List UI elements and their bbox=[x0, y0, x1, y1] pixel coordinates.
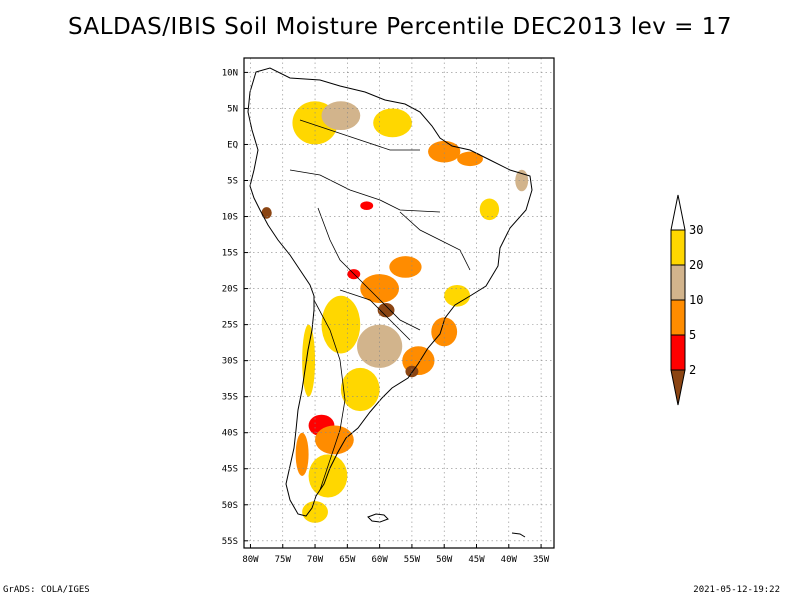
lon-label-60W: 60W bbox=[371, 555, 388, 565]
footer-timestamp: 2021-05-12-19:22 bbox=[693, 585, 780, 595]
colorbar-label-30: 30 bbox=[689, 223, 703, 237]
colorbar-top-triangle bbox=[670, 194, 686, 231]
longitude-labels: 80W 75W 70W 65W 60W 55W 50W 45W 40W 35W bbox=[242, 555, 549, 565]
lon-label-40W: 40W bbox=[501, 555, 518, 565]
lon-label-70W: 70W bbox=[307, 555, 324, 565]
lon-label-80W: 80W bbox=[242, 555, 259, 565]
lat-label-50S: 50S bbox=[222, 501, 238, 511]
lat-label-40S: 40S bbox=[222, 429, 238, 439]
region-venezuela-tan bbox=[321, 101, 361, 131]
colorbar-segment-tan bbox=[670, 264, 686, 301]
region-patagonia-orange bbox=[315, 425, 354, 455]
lat-label-5S: 5S bbox=[227, 177, 238, 187]
falkland-islands bbox=[367, 513, 389, 523]
colorbar-label-2: 2 bbox=[689, 363, 696, 377]
map-frame bbox=[243, 57, 555, 549]
lat-label-5N: 5N bbox=[227, 104, 238, 114]
footer-credit: GrADS: COLA/IGES bbox=[3, 585, 90, 595]
region-tierra-yellow bbox=[302, 501, 328, 523]
region-gran-chaco-brown bbox=[377, 303, 395, 318]
lon-label-45W: 45W bbox=[468, 555, 485, 565]
latitude-labels: 10N 5N EQ 5S 10S 15S 20S 25S 30S 35S 40S 45S 50S 55S bbox=[222, 68, 238, 546]
colorbar-segment-orange bbox=[670, 299, 686, 336]
lat-label-15S: 15S bbox=[222, 249, 238, 259]
region-guyana-yellow bbox=[373, 108, 412, 138]
colorbar-segment-yellow bbox=[670, 229, 686, 266]
lat-label-10S: 10S bbox=[222, 213, 238, 223]
south-georgia bbox=[511, 532, 526, 538]
colorbar: 30 20 10 5 2 bbox=[670, 194, 703, 406]
colorbar-bottom-triangle bbox=[670, 369, 686, 406]
region-amazon-red bbox=[360, 201, 374, 211]
colorbar-label-20: 20 bbox=[689, 258, 703, 272]
region-east-brazil-tan bbox=[515, 169, 529, 192]
lon-label-75W: 75W bbox=[275, 555, 292, 565]
lat-label-25S: 25S bbox=[222, 321, 238, 331]
region-central-brazil-orange bbox=[389, 256, 422, 278]
colorbar-label-5: 5 bbox=[689, 328, 696, 342]
lat-label-EQ: EQ bbox=[227, 140, 238, 150]
region-chile-central-yellow bbox=[302, 324, 316, 397]
lon-label-35W: 35W bbox=[533, 555, 550, 565]
grid-lines bbox=[244, 58, 554, 548]
region-chile-south-orange bbox=[295, 432, 309, 476]
lat-label-45S: 45S bbox=[222, 465, 238, 475]
lon-label-55W: 55W bbox=[404, 555, 421, 565]
continent-outline bbox=[247, 67, 533, 517]
lat-label-35S: 35S bbox=[222, 393, 238, 403]
region-patagonia-yellow bbox=[308, 454, 348, 498]
lat-label-10N: 10N bbox=[222, 68, 238, 78]
lon-label-65W: 65W bbox=[339, 555, 356, 565]
lat-label-55S: 55S bbox=[222, 537, 238, 547]
lat-label-30S: 30S bbox=[222, 357, 238, 367]
colorbar-segment-red bbox=[670, 334, 686, 371]
region-brazil-ne-yellow bbox=[479, 198, 500, 221]
soil-moisture-regions bbox=[261, 101, 529, 523]
colorbar-label-10: 10 bbox=[689, 293, 703, 307]
region-peru-brown bbox=[261, 207, 272, 219]
lat-label-20S: 20S bbox=[222, 285, 238, 295]
country-borders bbox=[289, 119, 471, 491]
region-uruguay-brown bbox=[405, 365, 419, 378]
region-pampas-yellow bbox=[340, 367, 380, 412]
lon-label-50W: 50W bbox=[436, 555, 453, 565]
region-brazil-sao-yellow bbox=[444, 284, 471, 307]
region-argentina-yellow-1 bbox=[321, 295, 361, 354]
region-ne-brazil-orange bbox=[457, 151, 483, 167]
map-title: SALDAS/IBIS Soil Moisture Percentile DEC… bbox=[67, 14, 733, 40]
